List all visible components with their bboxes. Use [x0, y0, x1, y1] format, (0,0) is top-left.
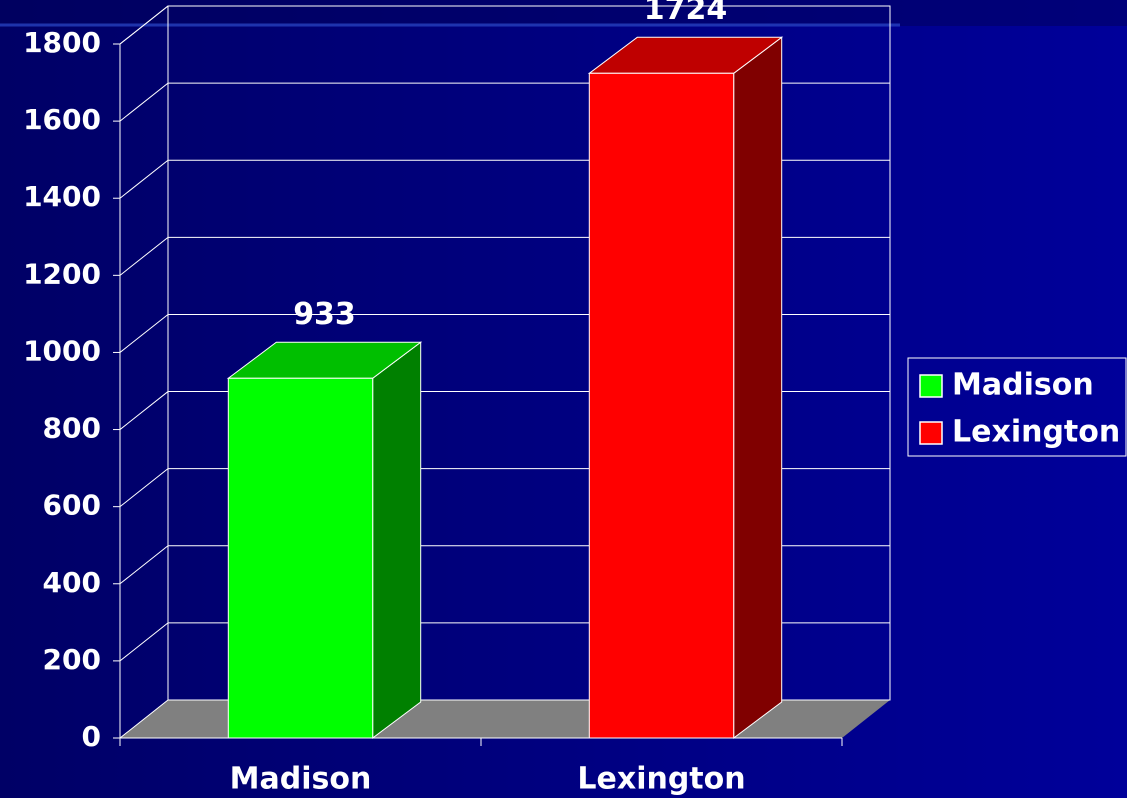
y-tick-label: 0: [82, 720, 101, 753]
y-tick-label: 1600: [23, 103, 101, 136]
y-tick-label: 1400: [23, 180, 101, 213]
legend-label: Madison: [952, 368, 1094, 403]
value-label: 933: [293, 297, 356, 332]
bar-side: [372, 341, 422, 739]
y-tick-label: 200: [43, 643, 101, 676]
x-tick-label: Madison: [230, 762, 372, 797]
bar: [227, 377, 374, 739]
bar: [588, 72, 735, 739]
y-tick-label: 800: [43, 412, 101, 445]
y-tick-label: 1000: [23, 334, 101, 367]
legend-swatch: [919, 374, 943, 398]
legend-swatch: [919, 421, 943, 445]
y-tick-label: 1800: [23, 26, 101, 59]
y-tick-label: 400: [43, 566, 101, 599]
x-tick-label: Lexington: [577, 762, 745, 797]
bar-side: [733, 36, 783, 739]
legend-label: Lexington: [952, 415, 1120, 450]
grid-line: [119, 5, 890, 45]
y-tick-label: 600: [43, 489, 101, 522]
top-band: [0, 0, 1127, 26]
y-tick-label: 1200: [23, 257, 101, 290]
value-label: 1724: [644, 0, 728, 27]
legend-box: [907, 357, 1127, 457]
